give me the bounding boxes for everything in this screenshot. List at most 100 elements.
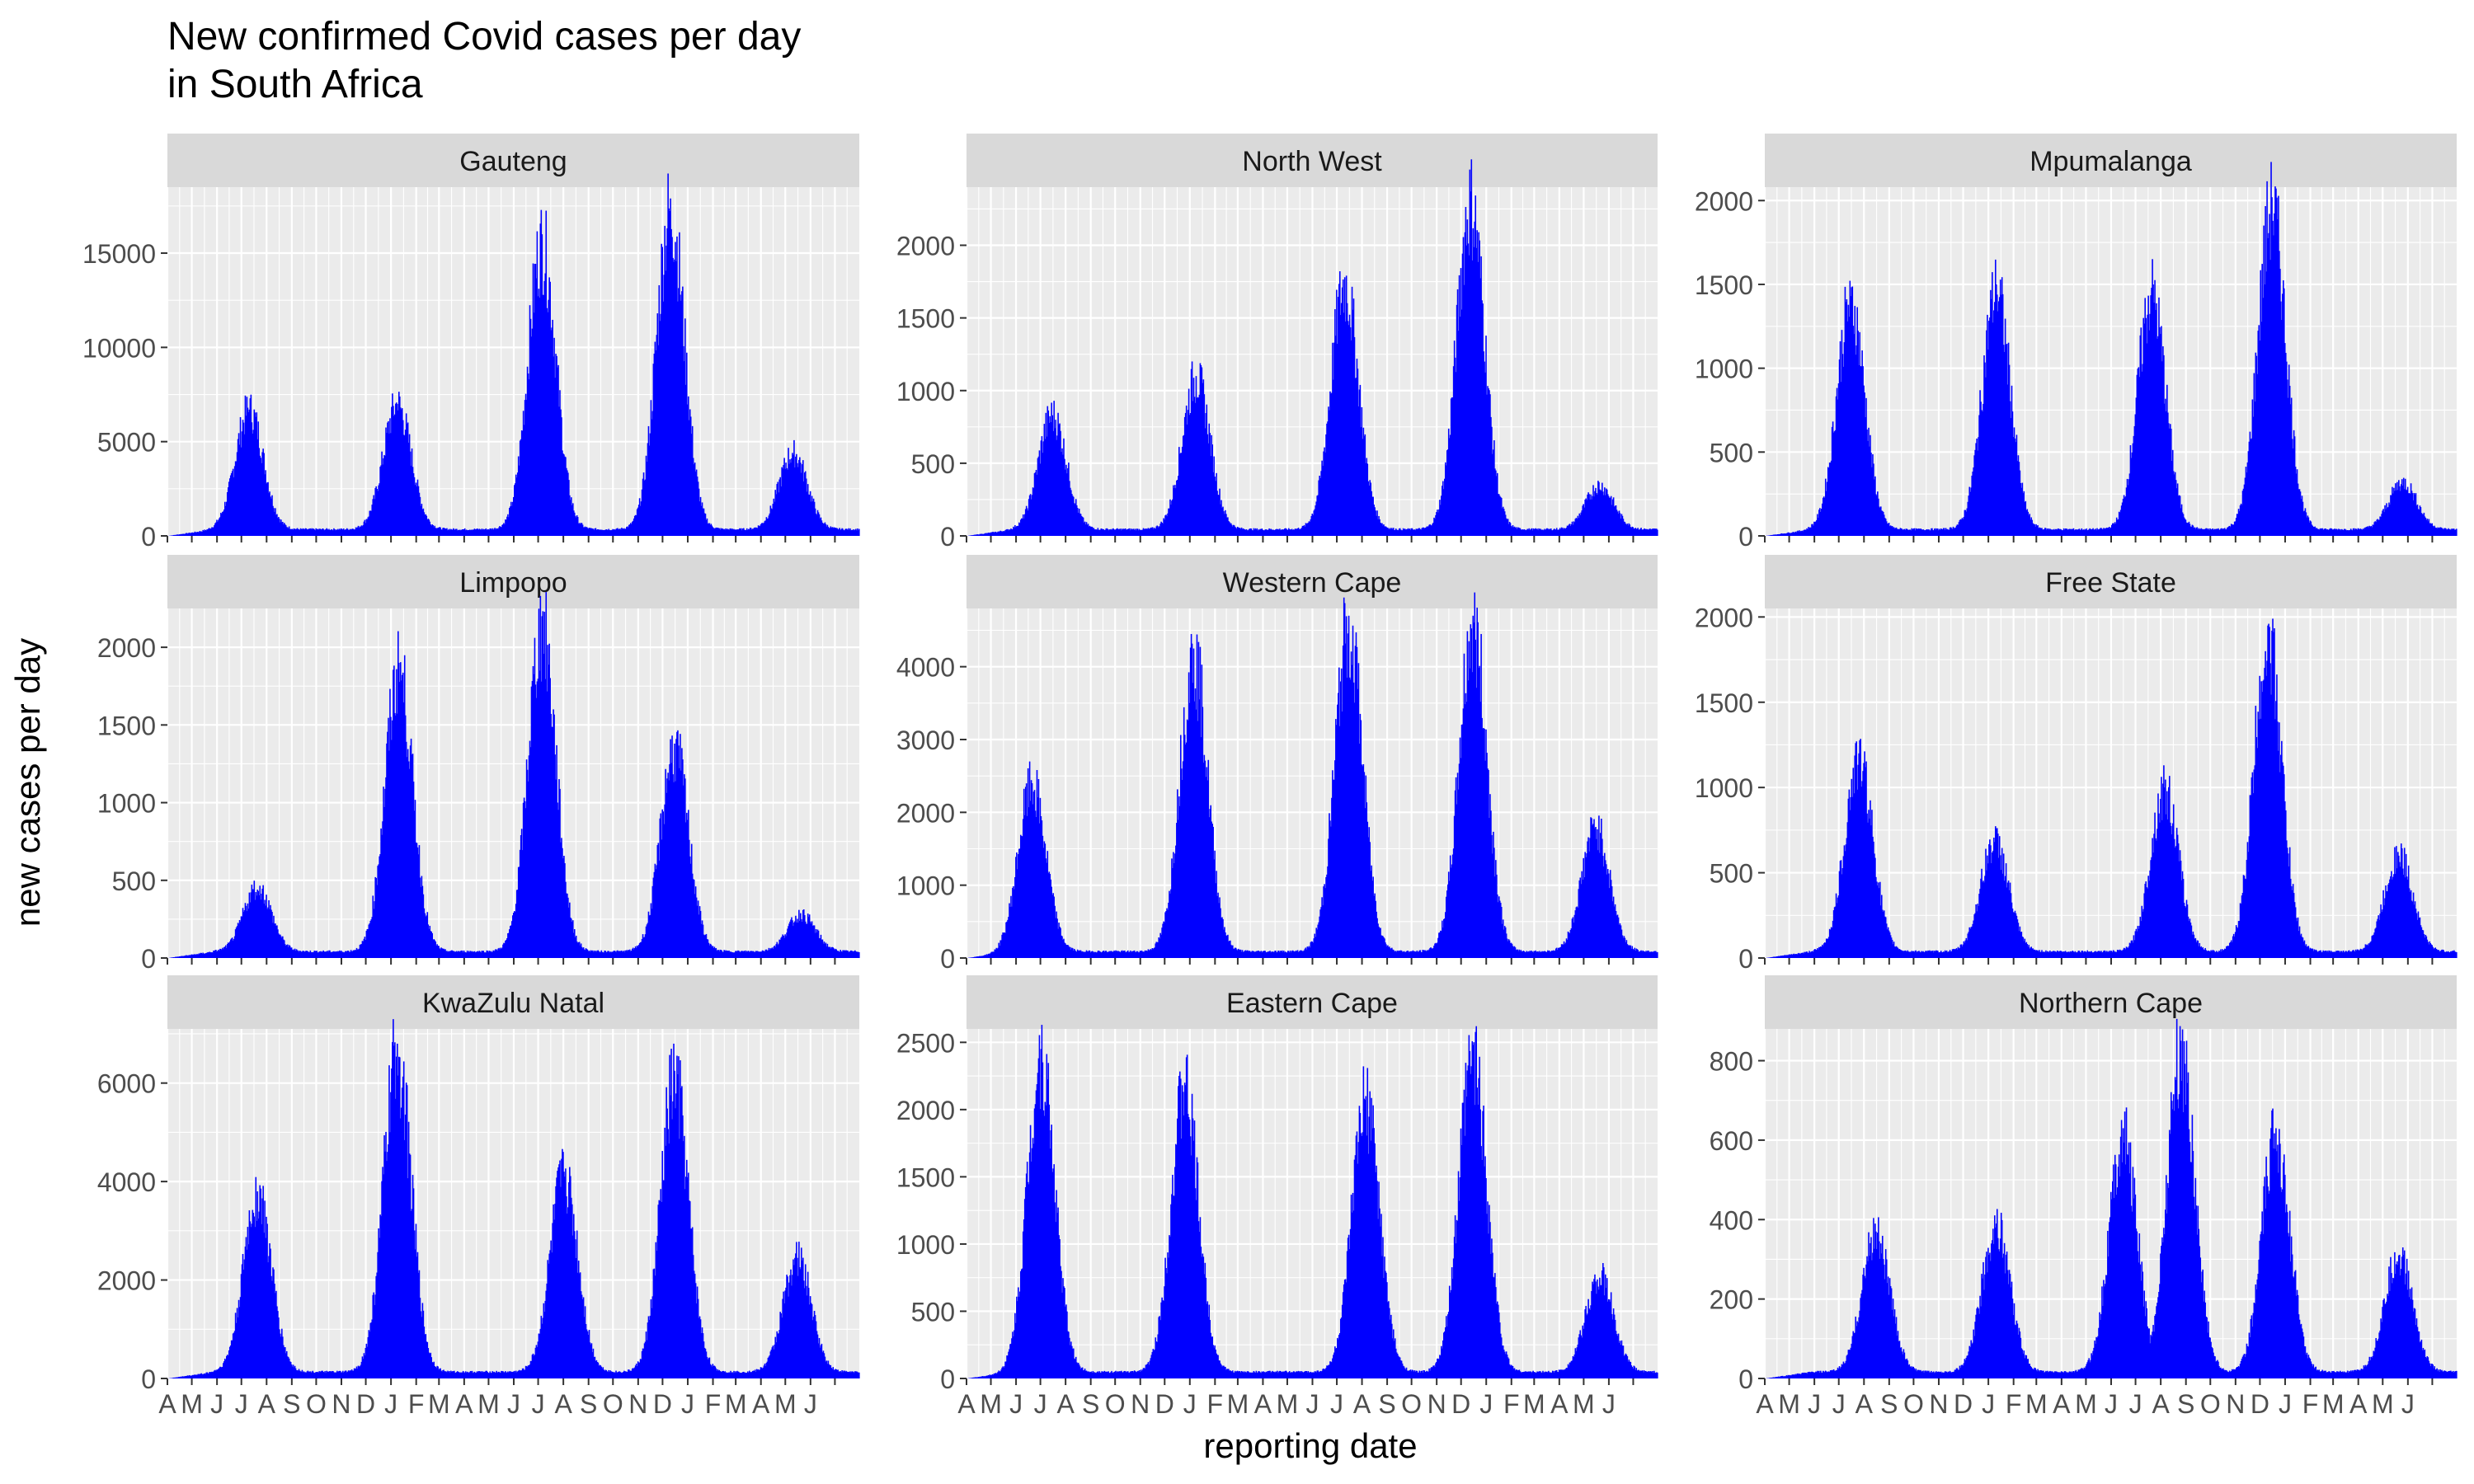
bar: [1804, 529, 1806, 536]
bar: [2363, 528, 2365, 536]
bar: [829, 946, 831, 958]
bar: [1371, 496, 1373, 536]
bar: [187, 955, 190, 958]
bar: [1282, 529, 1283, 536]
bar: [1489, 794, 1491, 958]
bar: [1812, 951, 1813, 958]
bar: [1501, 508, 1503, 536]
bar: [177, 956, 180, 958]
bar: [2030, 519, 2031, 536]
bar: [671, 237, 673, 536]
bar: [583, 949, 586, 958]
bar: [848, 528, 849, 536]
bar: [1797, 530, 1799, 536]
bar: [1498, 902, 1499, 958]
bar: [2325, 528, 2326, 536]
bar: [2402, 477, 2405, 536]
bar: [1542, 951, 1544, 958]
bar: [172, 957, 175, 958]
bar: [1362, 439, 1364, 536]
bar: [248, 892, 251, 958]
bar: [1811, 951, 1813, 958]
bar: [488, 951, 491, 958]
bar: [1950, 527, 1952, 536]
bar: [772, 504, 774, 536]
bar: [1804, 529, 1805, 536]
bar: [608, 951, 609, 958]
bar: [553, 709, 554, 958]
bar: [1479, 665, 1480, 958]
bar: [1478, 667, 1479, 958]
bar: [1450, 867, 1452, 958]
bar: [200, 531, 202, 536]
bar: [1508, 940, 1511, 958]
bar: [449, 951, 451, 958]
bar: [984, 955, 986, 958]
bar: [409, 745, 412, 958]
bar: [764, 951, 766, 958]
bar: [2194, 528, 2197, 536]
bar: [1485, 729, 1487, 958]
bar: [2420, 507, 2422, 536]
bar: [1560, 527, 1563, 536]
bar: [2181, 512, 2184, 536]
bar: [1587, 837, 1589, 958]
bar: [1267, 951, 1268, 958]
bar: [1801, 530, 1803, 536]
bar: [1567, 525, 1569, 536]
bar: [640, 501, 642, 536]
bar: [2255, 352, 2257, 536]
bar: [420, 505, 422, 536]
bar: [1213, 859, 1215, 958]
bar: [1303, 525, 1305, 536]
bar: [431, 932, 434, 958]
bar: [679, 768, 680, 958]
bar: [1653, 951, 1655, 958]
bar: [1581, 510, 1583, 536]
bar: [576, 517, 579, 536]
bar: [1014, 524, 1016, 536]
bar: [1407, 528, 1409, 536]
bar: [2320, 528, 2321, 536]
bar: [1805, 951, 1807, 958]
bar: [619, 528, 621, 536]
bar: [384, 455, 386, 536]
bar: [484, 952, 487, 958]
bar: [1772, 956, 1775, 958]
bar: [1188, 415, 1191, 536]
bar: [1009, 529, 1010, 536]
bar: [594, 951, 596, 958]
bar: [289, 528, 292, 536]
bar: [355, 527, 357, 536]
bar: [1895, 527, 1898, 536]
bar: [537, 296, 539, 536]
bar: [1239, 528, 1241, 536]
bar: [805, 478, 807, 536]
bar: [419, 496, 421, 536]
bar: [511, 921, 513, 958]
bar: [328, 950, 330, 958]
bar: [365, 930, 368, 958]
bar: [1392, 950, 1395, 958]
bar: [1228, 941, 1230, 958]
bar: [303, 528, 305, 536]
bar: [2391, 495, 2392, 536]
bar: [1070, 946, 1071, 958]
bar: [1864, 392, 1865, 536]
bar: [985, 954, 988, 958]
bar: [304, 528, 307, 536]
bar: [1136, 528, 1139, 536]
bar: [190, 954, 193, 958]
bar: [303, 951, 305, 958]
bar: [496, 951, 498, 958]
bar: [703, 935, 706, 958]
bar: [522, 802, 524, 958]
bar: [1397, 951, 1399, 958]
bar: [1392, 528, 1394, 536]
bar: [595, 529, 598, 536]
bar: [1507, 939, 1510, 958]
bar: [1788, 532, 1790, 536]
bar: [1243, 951, 1245, 958]
bar: [477, 528, 479, 536]
bar: [1485, 336, 1487, 536]
